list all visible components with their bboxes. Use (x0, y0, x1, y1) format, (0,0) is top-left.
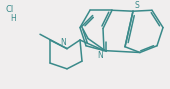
Text: N: N (60, 38, 66, 47)
Text: N: N (97, 51, 103, 60)
Text: H: H (10, 14, 16, 23)
Text: Cl: Cl (5, 5, 13, 14)
Text: S: S (135, 1, 139, 10)
